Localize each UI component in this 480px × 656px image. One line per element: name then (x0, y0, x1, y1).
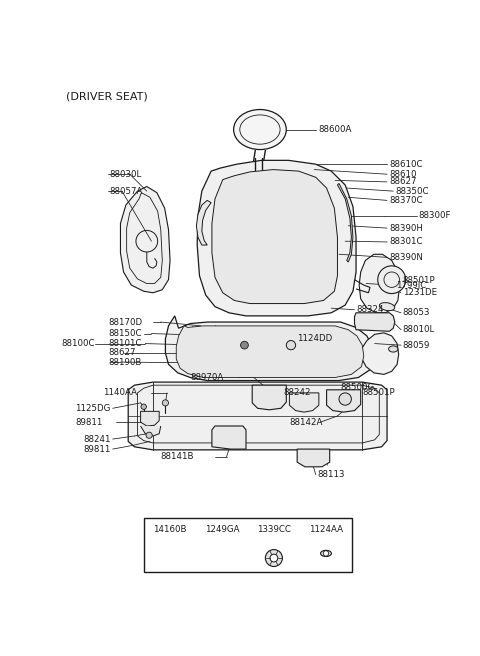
Circle shape (265, 550, 282, 567)
Text: 88010L: 88010L (403, 325, 435, 335)
Text: 88053: 88053 (403, 308, 430, 318)
Text: 88390N: 88390N (389, 253, 423, 262)
Ellipse shape (321, 550, 331, 556)
Text: 88101C: 88101C (108, 339, 142, 348)
Text: 88059: 88059 (403, 340, 430, 350)
Polygon shape (337, 184, 353, 262)
Text: 1799JC: 1799JC (396, 281, 426, 289)
Circle shape (323, 551, 329, 556)
Polygon shape (197, 160, 356, 316)
Text: 1124AA: 1124AA (309, 525, 343, 534)
Text: 1249GA: 1249GA (204, 525, 239, 534)
Text: 88370C: 88370C (389, 196, 423, 205)
Ellipse shape (379, 302, 395, 311)
Circle shape (286, 340, 296, 350)
Polygon shape (141, 411, 159, 426)
Text: 89811: 89811 (75, 418, 103, 426)
Ellipse shape (389, 346, 398, 352)
Ellipse shape (234, 110, 286, 150)
Text: 88610C: 88610C (389, 159, 423, 169)
Circle shape (339, 393, 351, 405)
Text: 89811: 89811 (83, 445, 110, 453)
Text: 88627: 88627 (108, 348, 135, 358)
Polygon shape (166, 316, 374, 380)
Circle shape (240, 341, 248, 349)
Text: 1339CC: 1339CC (257, 525, 291, 534)
Polygon shape (252, 385, 286, 410)
Polygon shape (196, 200, 211, 245)
Text: 88390H: 88390H (389, 224, 423, 233)
Polygon shape (141, 426, 161, 436)
Text: 88142A: 88142A (289, 418, 323, 426)
Polygon shape (212, 170, 337, 304)
Text: 88170D: 88170D (108, 318, 142, 327)
Circle shape (141, 404, 146, 409)
Polygon shape (212, 426, 246, 449)
Polygon shape (355, 313, 395, 331)
Text: 1124DD: 1124DD (297, 334, 332, 342)
Circle shape (146, 432, 152, 438)
Text: 88141B: 88141B (161, 452, 194, 461)
Text: (DRIVER SEAT): (DRIVER SEAT) (66, 91, 148, 101)
Polygon shape (120, 186, 170, 293)
Text: 88970A: 88970A (190, 373, 224, 382)
Text: 14160B: 14160B (153, 525, 187, 534)
Text: 1125DG: 1125DG (75, 404, 111, 413)
Text: 88242: 88242 (283, 388, 311, 398)
Bar (144, 518, 352, 572)
Text: 88241: 88241 (83, 434, 111, 443)
Text: 88030L: 88030L (109, 170, 142, 178)
Text: 1140AA: 1140AA (103, 388, 137, 398)
Text: 88150C: 88150C (108, 329, 142, 338)
Circle shape (378, 266, 406, 293)
Text: 88600A: 88600A (319, 125, 352, 134)
Text: 88300F: 88300F (419, 211, 451, 220)
Text: 88500G: 88500G (340, 383, 375, 392)
Text: 88501P: 88501P (403, 276, 435, 285)
Text: 88627: 88627 (389, 177, 417, 186)
Text: 88501P: 88501P (362, 388, 395, 398)
Circle shape (270, 554, 278, 562)
Text: 88113: 88113 (317, 470, 345, 479)
Polygon shape (176, 326, 364, 377)
Circle shape (162, 400, 168, 406)
Polygon shape (297, 449, 330, 467)
Text: 88324: 88324 (356, 305, 384, 314)
Polygon shape (326, 390, 360, 412)
Polygon shape (360, 333, 399, 375)
Text: 1231DE: 1231DE (403, 288, 437, 297)
Text: 88190B: 88190B (108, 358, 142, 367)
Text: 88057A: 88057A (109, 187, 143, 195)
Text: 88301C: 88301C (389, 237, 423, 247)
Text: 88350C: 88350C (396, 187, 429, 195)
Text: 88610: 88610 (389, 170, 417, 178)
Polygon shape (359, 255, 399, 313)
Text: 88100C: 88100C (61, 339, 95, 348)
Polygon shape (128, 382, 387, 450)
Polygon shape (289, 393, 319, 412)
